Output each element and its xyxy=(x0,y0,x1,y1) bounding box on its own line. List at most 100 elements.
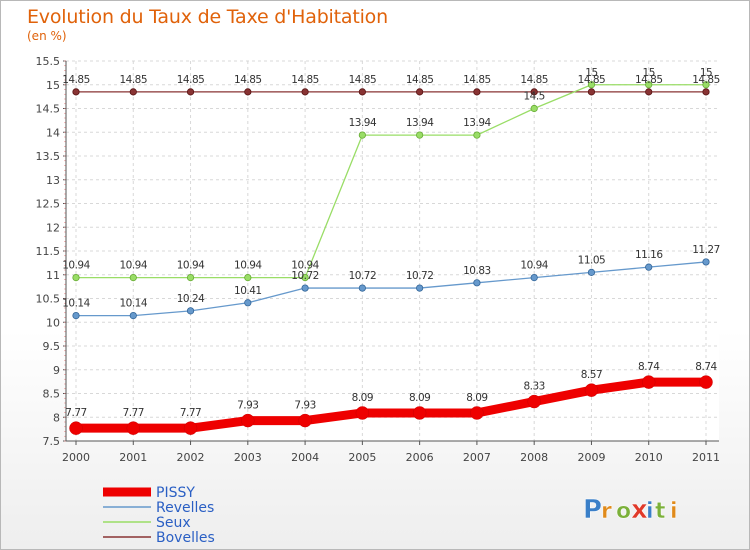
y-tick-label: 8.5 xyxy=(43,388,61,401)
data-point-pissy xyxy=(355,406,370,420)
x-tick-label: 2006 xyxy=(406,451,434,464)
data-point-revelles xyxy=(186,307,195,315)
x-tick-label: 2005 xyxy=(348,451,376,464)
data-point-pissy xyxy=(298,413,312,428)
x-tick-label: 2004 xyxy=(291,451,319,464)
data-label-pissy: 8.09 xyxy=(466,392,487,404)
data-label-pissy: 8.09 xyxy=(352,392,373,404)
axes: 7.588.599.51010.51111.51212.51313.51414.… xyxy=(36,55,721,464)
data-label-bovelles: 14.85 xyxy=(119,74,147,86)
data-point-bovelles xyxy=(416,88,424,96)
data-point-seux xyxy=(129,273,137,282)
data-label-bovelles: 14.85 xyxy=(291,74,319,86)
data-label-pissy: 7.93 xyxy=(294,400,315,412)
data-point-revelles xyxy=(587,268,596,276)
data-point-seux xyxy=(587,81,596,89)
data-label-revelles: 10.41 xyxy=(234,285,262,297)
y-tick-label: 12 xyxy=(46,221,60,234)
data-point-bovelles xyxy=(702,88,710,96)
data-point-revelles xyxy=(244,299,252,307)
series-layer xyxy=(69,81,713,435)
y-tick-label: 8 xyxy=(53,411,60,424)
y-tick-label: 11 xyxy=(46,269,60,282)
data-point-revelles xyxy=(72,311,80,320)
data-point-bovelles xyxy=(358,88,366,96)
data-point-seux xyxy=(301,273,309,282)
data-point-pissy xyxy=(69,421,83,435)
legend-label-seux: Seux xyxy=(156,515,191,531)
data-label-bovelles: 14.85 xyxy=(578,74,606,86)
x-tick-label: 2007 xyxy=(463,451,491,464)
x-tick-label: 2002 xyxy=(177,451,205,464)
logo-letter: P xyxy=(583,495,602,525)
y-tick-label: 7.5 xyxy=(43,435,61,448)
data-label-pissy: 8.74 xyxy=(638,361,660,373)
y-tick-label: 9.5 xyxy=(43,340,61,353)
proxiti-logo: Pr o xi t i xyxy=(583,495,678,526)
legend-label-revelles: Revelles xyxy=(156,500,214,516)
data-label-pissy: 8.33 xyxy=(523,381,544,393)
data-label-bovelles: 14.85 xyxy=(234,74,262,86)
legend-label-bovelles: Bovelles xyxy=(156,530,215,546)
y-tick-label: 12.5 xyxy=(36,198,61,211)
y-tick-label: 10.5 xyxy=(36,293,61,306)
data-label-bovelles: 14.85 xyxy=(349,74,377,86)
data-label-seux: 15 xyxy=(700,67,712,79)
data-point-bovelles xyxy=(129,88,137,96)
data-point-pissy xyxy=(527,394,541,409)
series-line-seux xyxy=(75,84,707,279)
y-tick-label: 13 xyxy=(46,174,60,187)
data-point-seux xyxy=(416,131,424,139)
data-point-seux xyxy=(530,104,538,113)
data-point-revelles xyxy=(416,284,424,292)
data-point-seux xyxy=(72,273,80,282)
data-label-seux: 15 xyxy=(585,67,597,79)
data-point-pissy xyxy=(584,383,599,397)
data-label-pissy: 8.09 xyxy=(409,392,430,404)
data-label-seux: 10.94 xyxy=(119,260,147,272)
data-label-seux: 13.94 xyxy=(463,117,491,129)
data-point-pissy xyxy=(126,421,141,435)
logo-letter: t xyxy=(655,499,666,524)
data-label-revelles: 10.72 xyxy=(291,270,319,282)
x-tick-label: 2008 xyxy=(520,451,548,464)
data-point-revelles xyxy=(129,311,137,320)
data-point-bovelles xyxy=(530,88,538,96)
y-tick-label: 11.5 xyxy=(36,245,61,258)
y-tick-label: 15.5 xyxy=(36,55,61,68)
x-tick-label: 2000 xyxy=(62,451,90,464)
logo-letter: o xyxy=(616,499,631,524)
data-label-bovelles: 14.85 xyxy=(692,74,720,86)
y-tick-label: 14.5 xyxy=(36,103,61,116)
data-label-seux: 15 xyxy=(643,67,655,79)
x-tick-label: 2011 xyxy=(692,451,720,464)
data-label-seux: 10.94 xyxy=(62,260,90,272)
y-tick-label: 13.5 xyxy=(36,150,61,163)
data-label-revelles: 10.14 xyxy=(119,298,147,310)
data-label-revelles: 10.14 xyxy=(62,298,90,310)
data-label-bovelles: 14.85 xyxy=(520,74,548,86)
legend-label-pissy: PISSY xyxy=(156,485,195,501)
data-point-bovelles xyxy=(645,88,653,96)
data-label-bovelles: 14.85 xyxy=(406,74,434,86)
data-point-seux xyxy=(358,131,366,139)
data-labels: 14.85 14.85 14.85 14.85 14.85 14.85 14.85 14.85… xyxy=(62,67,720,419)
data-label-pissy: 8.74 xyxy=(695,361,717,373)
y-tick-label: 14 xyxy=(46,126,60,139)
data-point-pissy xyxy=(470,406,484,420)
data-point-revelles xyxy=(530,273,538,282)
data-point-seux xyxy=(473,131,481,139)
series-line-pissy xyxy=(71,377,711,433)
data-point-bovelles xyxy=(244,88,252,96)
logo-letter: i xyxy=(670,499,678,524)
series-line-revelles xyxy=(75,261,707,317)
data-point-seux xyxy=(702,81,710,89)
y-tick-label: 15 xyxy=(46,79,60,92)
x-tick-label: 2003 xyxy=(234,451,262,464)
data-label-bovelles: 14.85 xyxy=(177,74,205,86)
data-label-revelles: 10.72 xyxy=(349,270,377,282)
data-label-revelles: 10.83 xyxy=(463,265,491,277)
chart-title: Evolution du Taux de Taxe d'Habitation xyxy=(27,6,388,28)
